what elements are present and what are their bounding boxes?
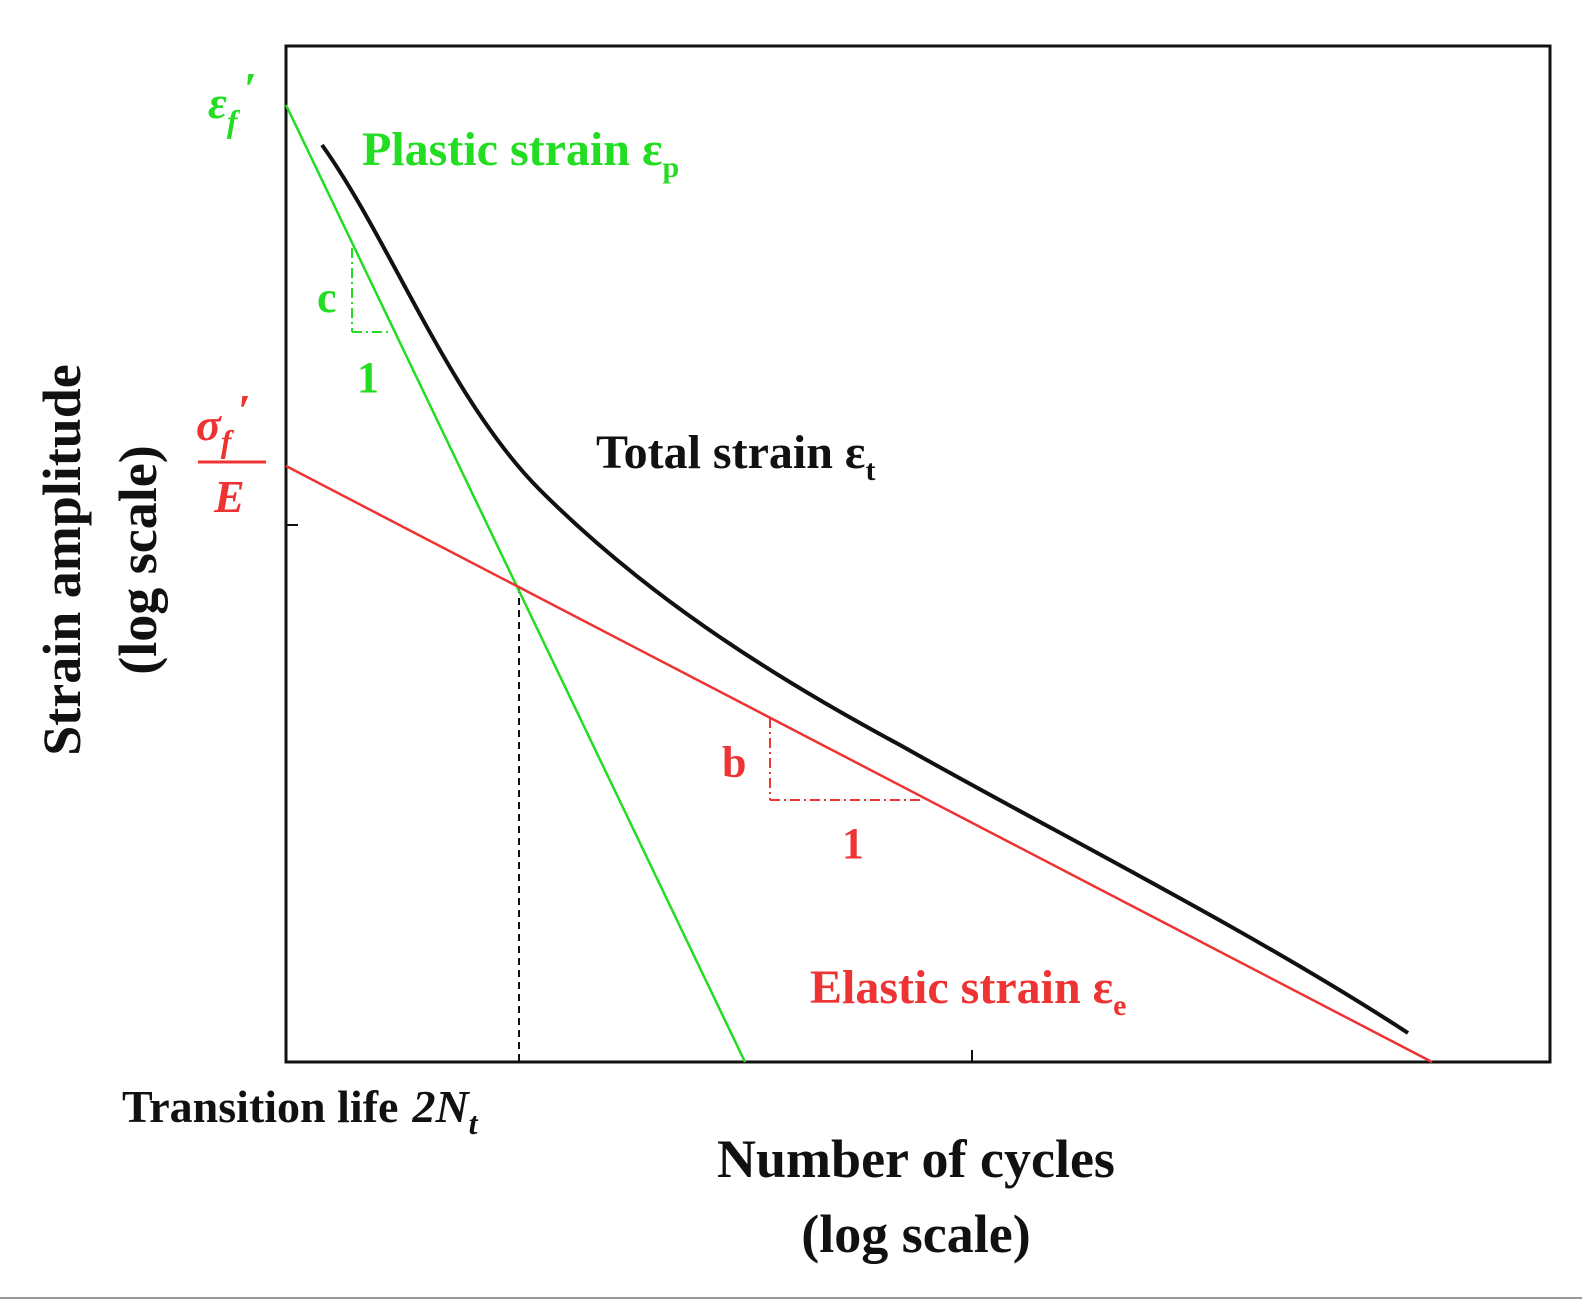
plastic-strain-line — [284, 104, 747, 1063]
plot-frame — [284, 44, 1552, 1064]
transition-life-label: Transition life 2Nt — [122, 1081, 479, 1141]
x-axis-title-line2: (log scale) — [801, 1204, 1030, 1264]
y-axis-title-line1: Strain amplitude — [32, 364, 92, 756]
slope-c-run-label: 1 — [357, 353, 379, 402]
slope-b-run-label: 1 — [842, 819, 864, 868]
total-strain-label: Total strain εt — [596, 426, 875, 487]
ef-label: εf′ — [208, 63, 256, 139]
slope-b-label: b — [722, 738, 746, 787]
elastic-strain-line — [285, 464, 1433, 1064]
slope-c-label: c — [317, 273, 337, 322]
plastic-strain-label: Plastic strain εp — [362, 123, 679, 184]
x-axis-title-line1: Number of cycles — [717, 1129, 1115, 1189]
total-strain-curve — [320, 143, 1410, 1035]
sf-denominator: E — [213, 471, 245, 522]
y-axis-title: Strain amplitude (log scale) — [32, 364, 168, 756]
y-axis-title-line2: (log scale) — [108, 445, 168, 674]
elastic-strain-label: Elastic strain εe — [810, 961, 1127, 1022]
sf-label: σf′ — [196, 385, 250, 459]
